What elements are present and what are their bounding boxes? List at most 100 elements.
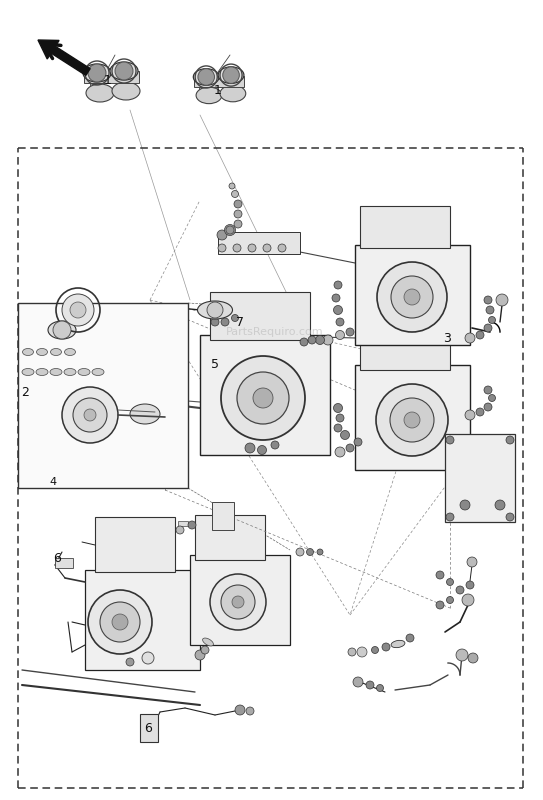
Circle shape bbox=[232, 596, 244, 608]
Circle shape bbox=[308, 336, 316, 344]
Circle shape bbox=[201, 646, 209, 654]
Circle shape bbox=[348, 648, 356, 656]
Circle shape bbox=[317, 549, 323, 555]
Circle shape bbox=[100, 602, 140, 642]
Circle shape bbox=[495, 500, 505, 510]
Circle shape bbox=[217, 230, 227, 240]
Circle shape bbox=[406, 634, 414, 642]
Circle shape bbox=[446, 436, 454, 444]
Circle shape bbox=[371, 646, 378, 654]
Circle shape bbox=[506, 436, 514, 444]
Circle shape bbox=[484, 386, 492, 394]
Circle shape bbox=[323, 335, 333, 345]
Circle shape bbox=[233, 244, 241, 252]
Circle shape bbox=[484, 324, 492, 332]
Circle shape bbox=[456, 586, 464, 594]
Circle shape bbox=[354, 438, 362, 446]
Circle shape bbox=[248, 244, 256, 252]
Circle shape bbox=[62, 387, 118, 443]
Circle shape bbox=[336, 330, 344, 339]
Circle shape bbox=[496, 294, 508, 306]
Ellipse shape bbox=[50, 369, 62, 375]
Circle shape bbox=[235, 705, 245, 715]
Circle shape bbox=[176, 526, 184, 534]
Circle shape bbox=[333, 403, 343, 413]
Circle shape bbox=[306, 549, 313, 555]
Circle shape bbox=[142, 652, 154, 664]
Circle shape bbox=[404, 289, 420, 305]
Circle shape bbox=[340, 430, 350, 439]
Ellipse shape bbox=[198, 301, 232, 319]
Circle shape bbox=[334, 424, 342, 432]
Ellipse shape bbox=[112, 82, 140, 100]
Ellipse shape bbox=[65, 349, 75, 355]
Ellipse shape bbox=[220, 86, 246, 102]
Circle shape bbox=[484, 403, 492, 411]
Circle shape bbox=[231, 190, 238, 198]
Circle shape bbox=[237, 372, 289, 424]
Circle shape bbox=[53, 321, 71, 339]
Bar bbox=[178, 521, 188, 526]
Circle shape bbox=[460, 500, 470, 510]
Circle shape bbox=[334, 281, 342, 289]
Circle shape bbox=[210, 574, 266, 630]
Ellipse shape bbox=[203, 638, 213, 646]
Circle shape bbox=[357, 647, 367, 657]
Circle shape bbox=[376, 685, 383, 691]
Circle shape bbox=[112, 614, 128, 630]
Bar bbox=[223, 73, 235, 93]
Ellipse shape bbox=[391, 640, 405, 648]
Circle shape bbox=[278, 244, 286, 252]
Circle shape bbox=[489, 394, 496, 402]
Circle shape bbox=[207, 302, 223, 318]
Text: 7: 7 bbox=[236, 315, 244, 329]
Ellipse shape bbox=[130, 404, 160, 424]
Ellipse shape bbox=[86, 84, 114, 102]
Circle shape bbox=[221, 318, 229, 326]
Bar bbox=[218, 232, 300, 254]
Circle shape bbox=[195, 650, 205, 660]
Circle shape bbox=[376, 384, 448, 456]
Circle shape bbox=[84, 409, 96, 421]
Bar bbox=[90, 69, 104, 91]
Circle shape bbox=[73, 398, 107, 432]
Circle shape bbox=[218, 244, 226, 252]
Bar bbox=[445, 434, 515, 522]
Circle shape bbox=[476, 408, 484, 416]
Circle shape bbox=[484, 296, 492, 304]
Ellipse shape bbox=[193, 69, 219, 86]
Ellipse shape bbox=[83, 64, 111, 82]
Text: 4: 4 bbox=[49, 477, 56, 487]
Bar bbox=[85, 570, 200, 670]
Bar bbox=[360, 206, 450, 248]
Bar bbox=[140, 714, 158, 742]
Circle shape bbox=[346, 328, 354, 336]
Circle shape bbox=[353, 677, 363, 687]
Bar bbox=[95, 517, 175, 572]
Circle shape bbox=[229, 183, 235, 189]
Bar bbox=[355, 245, 470, 345]
Circle shape bbox=[336, 318, 344, 326]
Bar bbox=[194, 76, 244, 87]
Circle shape bbox=[486, 306, 494, 314]
Circle shape bbox=[446, 578, 453, 586]
Circle shape bbox=[390, 398, 434, 442]
Circle shape bbox=[465, 410, 475, 420]
Circle shape bbox=[223, 67, 239, 83]
Circle shape bbox=[335, 447, 345, 457]
Circle shape bbox=[70, 302, 86, 318]
Circle shape bbox=[506, 513, 514, 521]
Bar bbox=[210, 292, 310, 340]
Circle shape bbox=[300, 338, 308, 346]
Bar bbox=[195, 515, 265, 560]
Circle shape bbox=[436, 601, 444, 609]
Circle shape bbox=[489, 317, 496, 323]
Text: 6: 6 bbox=[53, 551, 61, 565]
Ellipse shape bbox=[36, 349, 47, 355]
Circle shape bbox=[115, 62, 133, 80]
Bar bbox=[55, 558, 73, 568]
Bar bbox=[212, 502, 234, 530]
Circle shape bbox=[143, 722, 155, 734]
Circle shape bbox=[257, 446, 267, 454]
Circle shape bbox=[391, 276, 433, 318]
